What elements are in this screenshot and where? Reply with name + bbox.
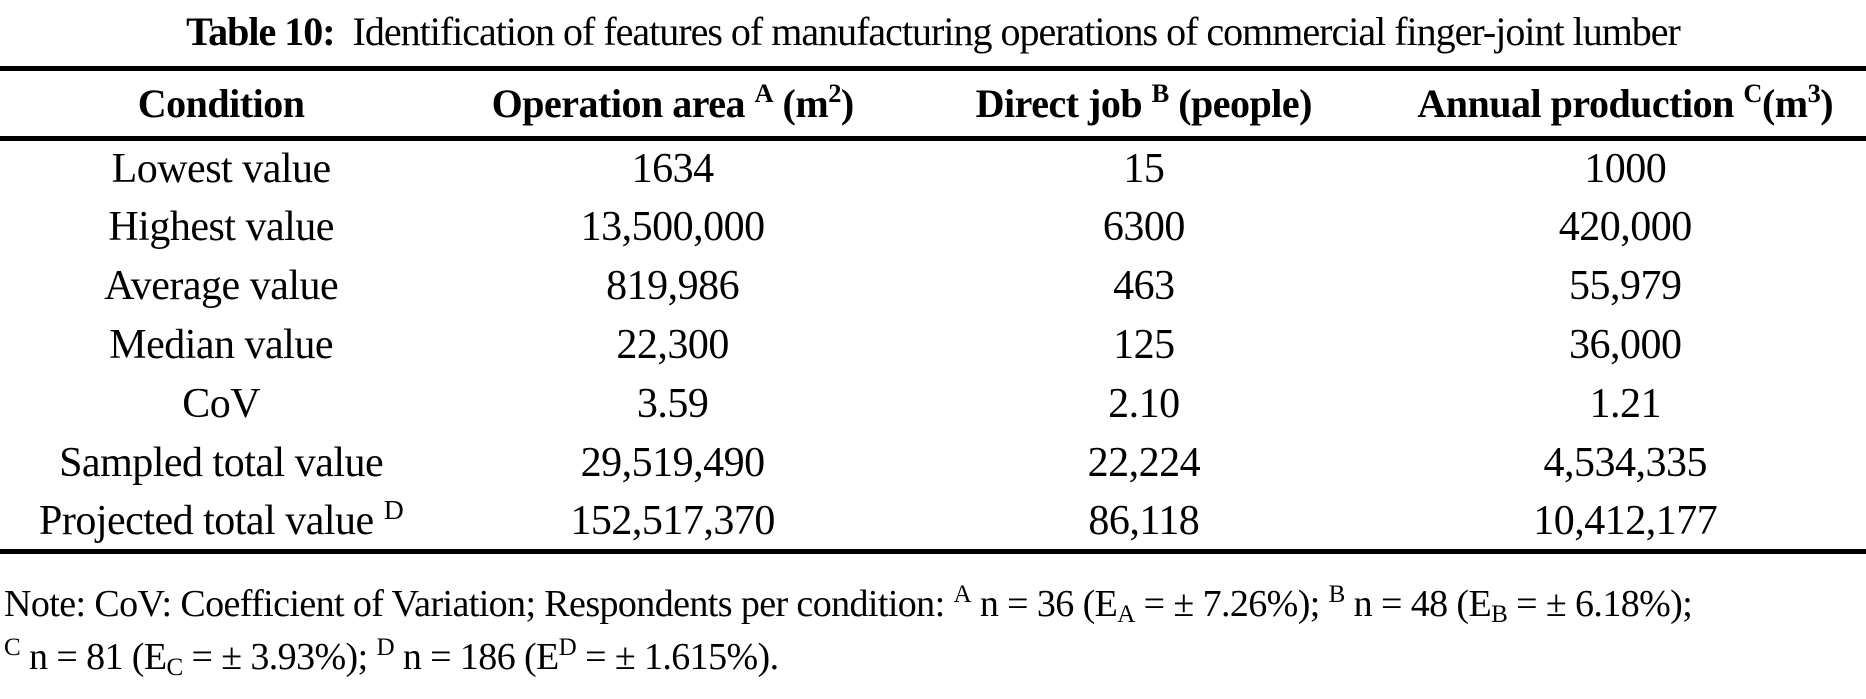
text-segment: D — [558, 634, 577, 662]
table-row: Average value 819,986 463 55,979 — [0, 257, 1866, 316]
cell-value: 15 — [1123, 146, 1165, 193]
text-segment: = ± 6.18%); — [1507, 583, 1693, 625]
cell-value: 10,412,177 — [1533, 497, 1718, 544]
text-segment: (m — [773, 81, 829, 126]
table-body: Lowest value 1634 15 1000 Highest value 13,50… — [0, 139, 1866, 552]
text-segment: Operation area — [491, 81, 755, 126]
text-segment: ) — [1820, 81, 1834, 126]
row-label: Projected total value D — [0, 493, 442, 552]
cell-value: 1634 — [631, 146, 714, 193]
text-segment: Lowest value — [111, 146, 332, 193]
text-segment: B — [1151, 78, 1170, 109]
cell-value: 3.59 — [636, 381, 709, 427]
data-table: Condition Operation area A (m2) Direct j… — [0, 66, 1866, 554]
text-segment: (m — [1761, 81, 1808, 126]
col-header-operation-area: Operation area A (m2) — [442, 69, 903, 139]
text-segment: Projected total value — [38, 497, 384, 544]
table-row: Projected total value D 152,517,370 86,118… — [0, 493, 1866, 552]
row-label: Median value — [0, 316, 442, 375]
header-row: Condition Operation area A (m2) Direct j… — [0, 69, 1866, 139]
text-segment: ) — [840, 81, 854, 126]
cell-value: 86,118 — [1088, 497, 1200, 544]
row-label: Highest value — [0, 198, 442, 257]
text-segment: Note: CoV: Coefficient of Variation; Res… — [4, 583, 954, 625]
text-segment: CoV — [182, 381, 261, 427]
text-segment: A — [754, 78, 774, 109]
table-caption: Table 10: Identification of features of … — [0, 0, 1866, 66]
col-header-annual-production: Annual production C(m3) — [1385, 69, 1866, 139]
cell-value: 152,517,370 — [570, 497, 775, 544]
text-segment: (people) — [1168, 81, 1312, 126]
cell-value: 55,979 — [1569, 263, 1682, 309]
text-segment: n = 48 (E — [1344, 583, 1492, 625]
text-segment: Direct job — [975, 81, 1152, 126]
cell-value: 36,000 — [1569, 322, 1682, 368]
table-row: Sampled total value 29,519,490 22,224 4,534… — [0, 434, 1866, 493]
text-segment: = ± 7.26%); — [1134, 583, 1329, 625]
table-row: Highest value 13,500,000 6300 420,000 — [0, 198, 1866, 257]
text-segment: B — [1491, 600, 1508, 628]
text-segment: Median value — [109, 322, 333, 368]
text-segment: C — [1743, 78, 1762, 109]
cell-value: 22,300 — [616, 322, 729, 368]
text-segment: Identification of features of manufactur… — [334, 9, 1681, 54]
text-segment: n = 81 (E — [20, 636, 167, 678]
text-segment: Highest value — [108, 204, 334, 250]
cell-value: 6300 — [1102, 204, 1186, 250]
text-segment: B — [1328, 581, 1346, 609]
cell-value: 13,500,000 — [580, 204, 765, 250]
text-segment: C — [166, 653, 183, 681]
cell-value: 22,224 — [1087, 440, 1201, 486]
table-note: Note: CoV: Coefficient of Variation; Res… — [0, 580, 1866, 686]
text-segment: n = 36 (E — [970, 583, 1118, 625]
table-row: Lowest value 1634 15 1000 — [0, 139, 1866, 198]
text-segment: D — [376, 634, 394, 662]
text-segment: 3 — [1807, 78, 1821, 109]
text-segment: Condition — [137, 81, 305, 126]
text-segment: Annual production — [1417, 81, 1744, 126]
text-segment: A — [953, 581, 971, 609]
col-header-direct-job: Direct job B (people) — [903, 69, 1384, 139]
note-line-2: C n = 81 (EC = ± 3.93%); D n = 186 (ED =… — [4, 633, 1866, 686]
col-header-condition: Condition — [0, 69, 442, 139]
table-row: CoV 3.59 2.10 1.21 — [0, 375, 1866, 434]
cell-value: 29,519,490 — [580, 440, 765, 486]
text-segment: = ± 3.93%); — [182, 636, 377, 678]
cell-value: 819,986 — [606, 263, 740, 309]
row-label: CoV — [0, 375, 442, 434]
table-row: Median value 22,300 125 36,000 — [0, 316, 1866, 375]
text-segment: n = 186 (E — [393, 636, 559, 678]
row-label: Lowest value — [0, 139, 442, 198]
row-label: Average value — [0, 257, 442, 316]
row-label: Sampled total value — [0, 434, 442, 493]
text-segment: = ± 1.615%). — [576, 636, 779, 678]
text-segment: 2 — [828, 78, 841, 109]
cell-value: 420,000 — [1558, 204, 1693, 250]
cell-value: 2.10 — [1108, 381, 1180, 427]
cell-value: 4,534,335 — [1543, 440, 1708, 486]
cell-value: 463 — [1113, 263, 1175, 309]
cell-value: 125 — [1113, 322, 1175, 368]
cell-value: 1.21 — [1589, 381, 1662, 427]
cell-value: 1000 — [1584, 146, 1667, 193]
text-segment: C — [4, 634, 21, 662]
text-segment: D — [383, 493, 404, 525]
text-segment: Average value — [104, 263, 339, 309]
text-segment: Table 10: — [186, 9, 335, 54]
note-line-1: Note: CoV: Coefficient of Variation; Res… — [4, 580, 1866, 633]
text-segment: Sampled total value — [59, 440, 384, 486]
text-segment: A — [1117, 600, 1135, 628]
